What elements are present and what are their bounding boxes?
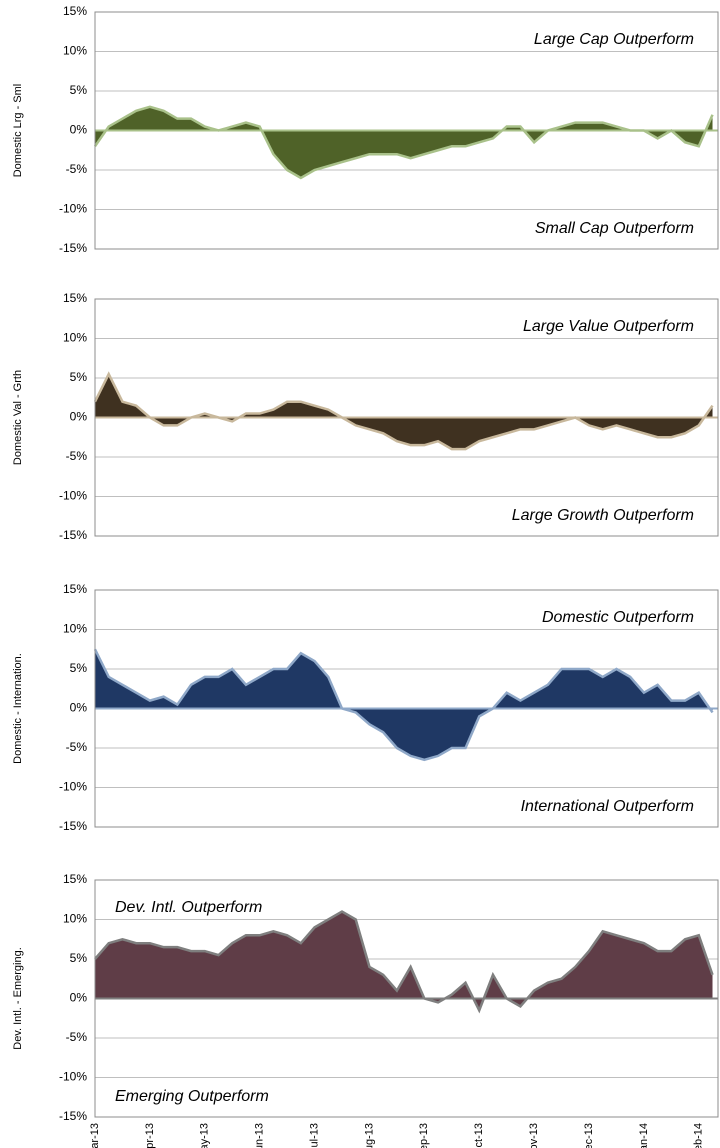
area: [95, 649, 713, 760]
y-tick-label: 0%: [70, 991, 88, 1005]
x-tick-label: Apr-13: [144, 1123, 156, 1148]
y-tick-label: 15%: [63, 872, 87, 886]
y-tick-label: -5%: [66, 162, 88, 176]
line: [93, 371, 714, 451]
y-tick-label: 0%: [70, 701, 88, 715]
plot-frame: [94, 11, 719, 250]
y-tick-label: -5%: [66, 449, 88, 463]
x-tick-label: Dec-13: [583, 1123, 595, 1148]
y-tick-label: -15%: [59, 528, 87, 542]
plot-frame: [94, 298, 719, 537]
annotation: International Outperform: [521, 798, 694, 815]
y-tick-label: 10%: [63, 44, 87, 58]
y-axis-label: Dev. Intl. - Emerging.: [12, 947, 24, 1050]
y-tick-label: 15%: [63, 291, 87, 305]
y-tick-label: -10%: [59, 780, 87, 794]
annotation: Dev. Intl. Outperform: [115, 899, 262, 916]
y-axis-label: Domestic - Internation.: [12, 653, 24, 764]
y-tick-label: -5%: [66, 740, 88, 754]
x-tick-label: Sep-13: [418, 1123, 430, 1148]
annotation: Large Cap Outperform: [534, 31, 694, 48]
x-tick-label: Aug-13: [363, 1123, 375, 1148]
plot-frame: [94, 589, 719, 828]
line: [93, 105, 714, 180]
annotation: Domestic Outperform: [542, 609, 694, 626]
area: [95, 911, 713, 1011]
y-tick-label: 10%: [63, 331, 87, 345]
x-tick-label: Jun-13: [254, 1123, 266, 1148]
line: [94, 910, 714, 1014]
x-tick-label: Jul-13: [308, 1123, 320, 1148]
y-tick-label: -15%: [59, 819, 87, 833]
x-tick-label: Oct-13: [473, 1123, 485, 1148]
annotation: Small Cap Outperform: [535, 220, 694, 237]
y-tick-label: 5%: [70, 83, 88, 97]
y-axis-label: Domestic Lrg - Sml: [12, 84, 24, 178]
y-tick-label: 5%: [70, 370, 88, 384]
x-tick-label: Jan-14: [638, 1123, 650, 1148]
y-tick-label: 0%: [70, 123, 88, 137]
annotation: Large Value Outperform: [523, 318, 694, 335]
y-tick-label: 0%: [70, 410, 88, 424]
annotation: Emerging Outperform: [115, 1088, 269, 1105]
y-tick-label: -15%: [59, 241, 87, 255]
x-tick-label: Nov-13: [528, 1123, 540, 1148]
y-tick-label: -15%: [59, 1109, 87, 1123]
y-tick-label: 5%: [70, 661, 88, 675]
area: [95, 374, 713, 450]
y-tick-label: -10%: [59, 489, 87, 503]
y-tick-label: 5%: [70, 951, 88, 965]
y-axis-label: Domestic Val - Grth: [12, 370, 24, 465]
x-tick-label: Feb-14: [693, 1123, 705, 1148]
y-tick-label: -10%: [59, 202, 87, 216]
y-tick-label: 10%: [63, 622, 87, 636]
y-tick-label: 15%: [63, 4, 87, 18]
line: [93, 648, 714, 762]
x-tick-label: Mar-13: [89, 1123, 101, 1148]
y-tick-label: -5%: [66, 1030, 88, 1044]
x-tick-label: May-13: [199, 1123, 211, 1148]
y-tick-label: 10%: [63, 912, 87, 926]
annotation: Large Growth Outperform: [512, 507, 694, 524]
plot-frame: [94, 879, 719, 1118]
y-tick-label: 15%: [63, 582, 87, 596]
y-tick-label: -10%: [59, 1070, 87, 1084]
